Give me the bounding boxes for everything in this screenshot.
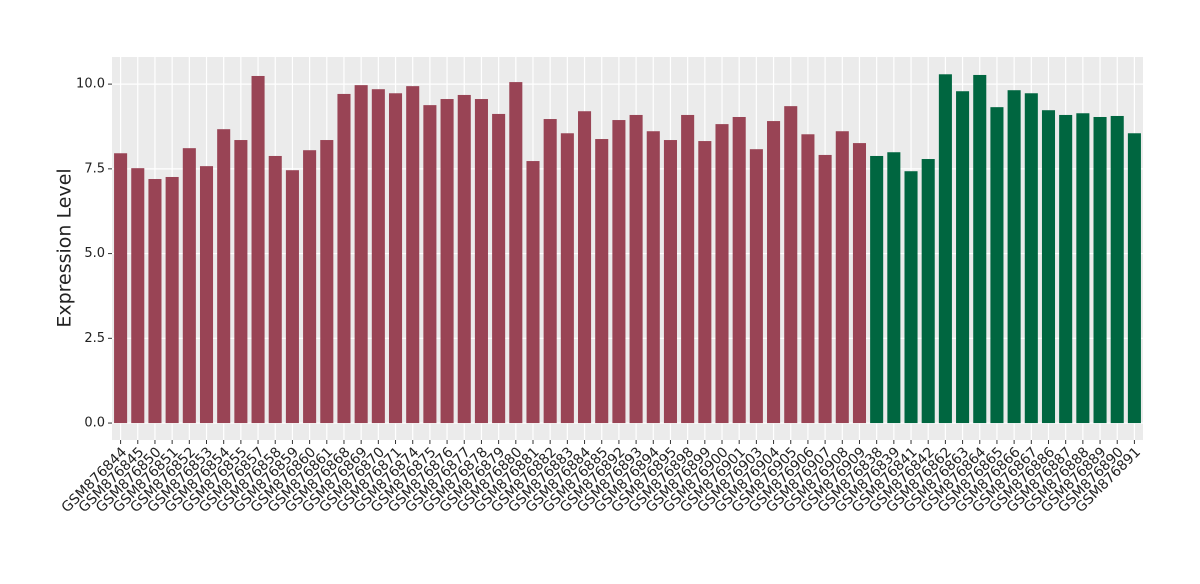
panel — [112, 57, 1143, 440]
bar — [904, 171, 918, 424]
bar — [870, 155, 884, 424]
bar — [852, 143, 867, 424]
bar — [818, 154, 832, 424]
bar — [1059, 114, 1073, 424]
bar — [629, 114, 643, 424]
bar — [801, 134, 815, 424]
bar — [474, 99, 488, 424]
y-tick-label: 0.0 — [84, 416, 105, 431]
bar — [423, 105, 437, 424]
bar — [1007, 90, 1021, 424]
y-tick-label: 5.0 — [84, 246, 105, 261]
bar — [285, 170, 299, 424]
bar — [646, 131, 660, 424]
bar — [1076, 113, 1090, 424]
bar — [887, 152, 901, 424]
bar — [406, 86, 420, 424]
bar — [663, 140, 677, 424]
bar — [320, 140, 334, 424]
bar — [732, 116, 746, 424]
bar — [749, 149, 763, 424]
bar — [956, 91, 970, 424]
bar — [784, 106, 798, 424]
bar — [303, 150, 317, 424]
bar — [509, 82, 523, 424]
bar — [457, 94, 471, 424]
bar — [1041, 110, 1056, 424]
bar — [698, 141, 712, 424]
bar — [440, 99, 454, 424]
bar — [526, 161, 540, 424]
bar — [578, 111, 592, 424]
bar — [354, 85, 368, 424]
bar — [388, 93, 403, 424]
bar — [1110, 115, 1124, 424]
bar — [1127, 133, 1141, 424]
bar — [681, 114, 695, 424]
bar — [131, 168, 145, 424]
bar — [251, 75, 265, 424]
bar — [973, 74, 987, 424]
bar — [612, 120, 626, 424]
bar — [199, 166, 214, 424]
y-tick-label: 7.5 — [84, 161, 105, 176]
bar — [492, 113, 506, 424]
bar — [560, 133, 574, 424]
bar — [165, 176, 179, 424]
y-axis-title: Expression Level — [54, 168, 76, 327]
bar — [1024, 93, 1038, 424]
bar — [234, 140, 248, 424]
bar — [835, 131, 849, 424]
bar — [938, 74, 952, 424]
bar — [767, 121, 781, 424]
y-tick-label: 10.0 — [76, 77, 105, 92]
bar — [337, 93, 351, 424]
bar — [595, 139, 609, 424]
y-tick-label: 2.5 — [84, 331, 105, 346]
bar — [148, 179, 162, 424]
bar — [182, 148, 196, 424]
bar — [1093, 116, 1107, 424]
bar — [371, 89, 385, 424]
bar — [921, 159, 935, 424]
bar — [217, 129, 231, 424]
bar — [114, 153, 128, 424]
bar — [268, 155, 282, 424]
bar — [990, 107, 1004, 424]
bar — [543, 119, 557, 424]
bar — [715, 124, 729, 424]
